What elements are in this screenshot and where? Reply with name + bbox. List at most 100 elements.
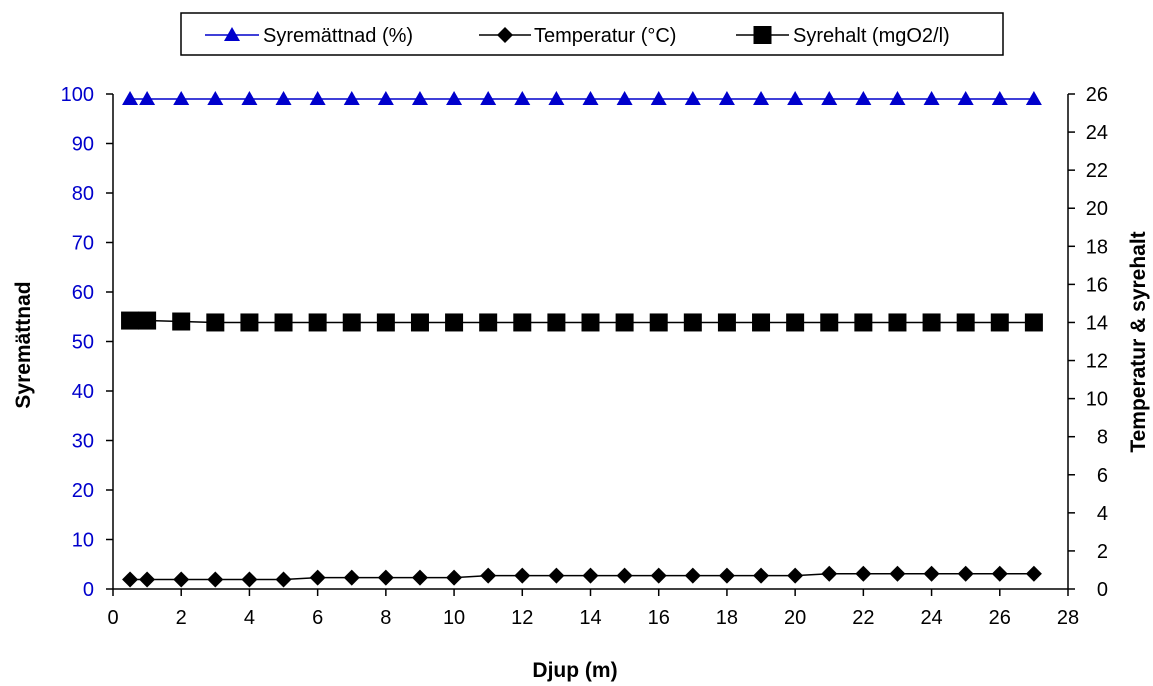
data-point <box>787 90 804 105</box>
data-point <box>923 90 940 105</box>
data-point <box>206 313 225 332</box>
y-right-tick-label: 22 <box>1086 160 1108 182</box>
y-right-tick-label: 8 <box>1097 427 1108 449</box>
y-left-tick-label: 40 <box>72 381 94 403</box>
data-point <box>445 313 464 332</box>
data-point <box>649 313 668 332</box>
data-point <box>684 567 701 584</box>
y-left-tick-label: 100 <box>61 84 94 106</box>
data-point <box>821 90 838 105</box>
data-point <box>309 569 326 586</box>
legend-label: Temperatur (°C) <box>534 25 676 47</box>
y-right-tick-label: 2 <box>1097 541 1108 563</box>
data-point <box>820 313 839 332</box>
data-point <box>411 569 428 586</box>
data-point <box>173 571 190 588</box>
data-point <box>855 565 872 582</box>
data-point <box>173 90 190 105</box>
y-right-tick-label: 4 <box>1097 503 1108 525</box>
y-left-tick-label: 20 <box>72 480 94 502</box>
y-right-tick-label: 18 <box>1086 236 1108 258</box>
y-right-tick-label: 16 <box>1086 274 1108 296</box>
series-square <box>121 311 1043 332</box>
data-point <box>956 313 975 332</box>
data-point <box>957 90 974 105</box>
y-left-tick-label: 60 <box>72 282 94 304</box>
y-right-tick-label: 20 <box>1086 198 1108 220</box>
legend-marker-square <box>753 26 772 44</box>
data-point <box>377 569 394 586</box>
data-point <box>889 90 906 105</box>
data-point <box>1025 90 1042 105</box>
data-point <box>446 90 463 105</box>
y-right-tick-label: 0 <box>1097 579 1108 601</box>
data-point <box>308 313 327 332</box>
data-point <box>650 567 667 584</box>
data-point <box>514 90 531 105</box>
data-point <box>650 90 667 105</box>
data-point <box>309 90 326 105</box>
y-left-tick-label: 0 <box>83 579 94 601</box>
data-point <box>479 313 498 332</box>
data-point <box>121 311 140 330</box>
data-point <box>889 565 906 582</box>
y-left-tick-label: 50 <box>72 332 94 354</box>
data-point <box>275 90 292 105</box>
y-right-tick-label: 26 <box>1086 84 1108 106</box>
data-point <box>207 571 224 588</box>
data-point <box>718 567 735 584</box>
x-tick-label: 22 <box>852 607 874 629</box>
data-point <box>377 90 394 105</box>
axes: 0 2 4 6 8 10 12 14 16 18 20 22 24 26 28010203040506070… <box>61 84 1108 629</box>
data-point <box>854 313 873 332</box>
data-point <box>753 567 770 584</box>
x-tick-label: 8 <box>380 607 391 629</box>
data-point <box>172 312 191 331</box>
x-tick-label: 10 <box>443 607 465 629</box>
data-point <box>241 90 258 105</box>
series-line <box>130 319 1034 324</box>
data-point <box>376 313 395 332</box>
data-point <box>1025 565 1042 582</box>
y-left-tick-label: 70 <box>72 233 94 255</box>
data-point <box>752 313 771 332</box>
y-right-tick-label: 10 <box>1086 389 1108 411</box>
y-axis-left-title: Syremättnad <box>12 281 35 408</box>
data-point <box>207 90 224 105</box>
data-point <box>547 313 566 332</box>
data-point <box>342 313 361 332</box>
data-point <box>274 313 293 332</box>
y-left-tick-label: 80 <box>72 183 94 205</box>
data-point <box>139 571 156 588</box>
data-point <box>514 567 531 584</box>
x-tick-label: 2 <box>176 607 187 629</box>
data-point <box>410 313 429 332</box>
data-point <box>923 565 940 582</box>
x-tick-label: 16 <box>648 607 670 629</box>
x-tick-label: 26 <box>989 607 1011 629</box>
data-point <box>138 311 157 330</box>
data-point <box>786 313 805 332</box>
data-point <box>922 313 941 332</box>
series-triangle <box>122 90 1042 105</box>
series-line <box>130 573 1034 581</box>
y-right-tick-label: 12 <box>1086 351 1108 373</box>
data-point <box>582 90 599 105</box>
data-point <box>991 565 1008 582</box>
data-point <box>446 569 463 586</box>
data-point <box>582 567 599 584</box>
data-point <box>991 90 1008 105</box>
data-point <box>343 569 360 586</box>
data-point <box>684 90 701 105</box>
x-tick-label: 4 <box>244 607 255 629</box>
y-right-tick-label: 24 <box>1086 122 1108 144</box>
data-point <box>480 90 497 105</box>
x-tick-label: 12 <box>511 607 533 629</box>
y-right-tick-label: 6 <box>1097 465 1108 487</box>
x-tick-label: 24 <box>920 607 942 629</box>
x-tick-label: 0 <box>107 607 118 629</box>
data-point <box>753 90 770 105</box>
data-point <box>855 90 872 105</box>
data-point <box>122 90 139 105</box>
